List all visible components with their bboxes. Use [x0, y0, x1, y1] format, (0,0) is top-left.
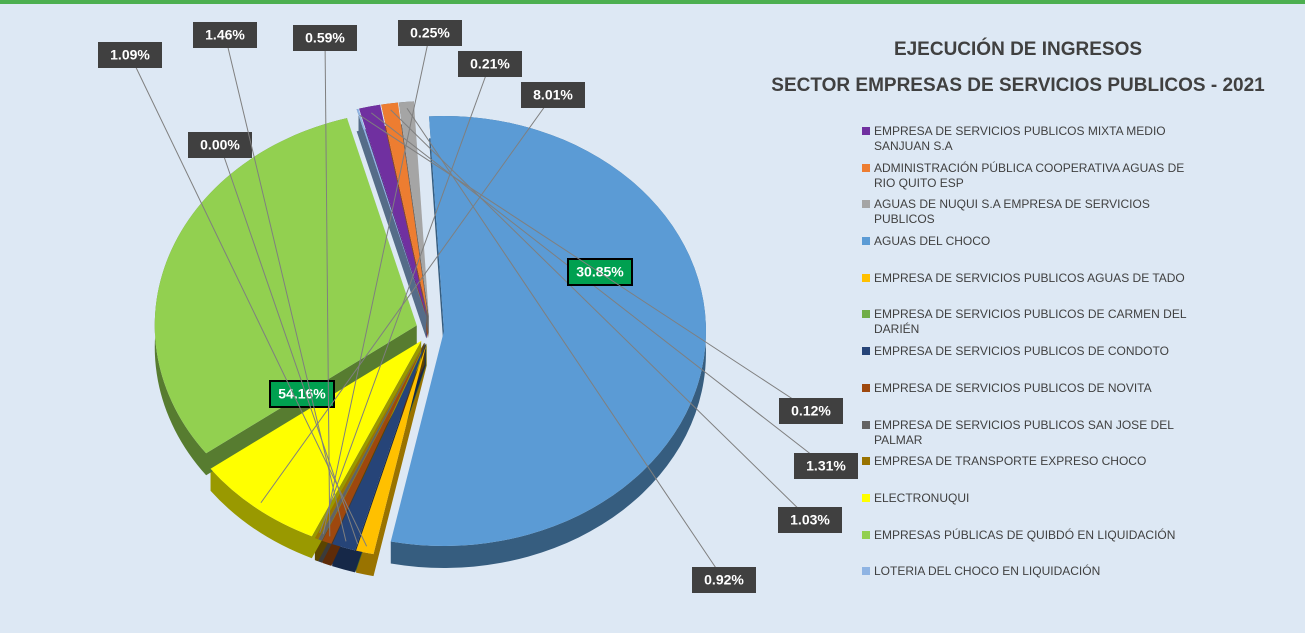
label-box — [778, 507, 842, 533]
data-label: 0.25% — [410, 25, 450, 41]
data-label: 0.59% — [305, 30, 345, 46]
label-box — [269, 380, 335, 408]
legend-item: EMPRESA DE SERVICIOS PUBLICOS SAN JOSE D… — [862, 418, 1202, 455]
leader-line — [260, 94, 554, 504]
legend-item: ADMINISTRACIÓN PÚBLICA COOPERATIVA AGUAS… — [862, 161, 1202, 198]
legend-label: EMPRESA DE SERVICIOS PUBLICOS DE CONDOTO — [874, 344, 1169, 359]
leader-line — [406, 107, 725, 581]
label-box — [188, 132, 252, 158]
legend-swatch — [862, 493, 870, 502]
data-label: 8.01% — [533, 87, 573, 103]
data-label: 30.85% — [576, 264, 624, 280]
data-label: 1.03% — [790, 512, 830, 528]
label-box — [458, 51, 522, 77]
legend-label: EMPRESAS PÚBLICAS DE QUIBDÓ EN LIQUIDACI… — [874, 527, 1176, 542]
data-label: 1.46% — [205, 27, 245, 43]
slice-tops — [154, 101, 706, 555]
slice-side — [356, 343, 427, 577]
slice — [381, 102, 428, 317]
slice — [359, 104, 427, 317]
legend-item: EMPRESA DE SERVICIOS PUBLICOS MIXTA MEDI… — [862, 124, 1202, 161]
slice — [390, 116, 706, 547]
legend-label: ADMINISTRACIÓN PÚBLICA COOPERATIVA AGUAS… — [874, 160, 1185, 190]
legend-swatch — [862, 273, 870, 282]
legend-item: LOTERIA DEL CHOCO EN LIQUIDACIÓN — [862, 564, 1202, 601]
legend-item: AGUAS DE NUQUI S.A EMPRESA DE SERVICIOS … — [862, 197, 1202, 234]
legend-swatch — [862, 200, 870, 209]
legend-swatch — [862, 347, 870, 356]
legend-label: LOTERIA DEL CHOCO EN LIQUIDACIÓN — [874, 564, 1101, 579]
legend-swatch — [862, 310, 870, 319]
slice — [318, 342, 425, 541]
legend-swatch — [862, 457, 870, 466]
slice — [210, 340, 422, 537]
leader-line — [319, 63, 491, 534]
legend-swatch — [862, 530, 870, 539]
legend-label: EMPRESA DE SERVICIOS PUBLICOS DE CARMEN … — [874, 307, 1187, 337]
label-box — [193, 22, 257, 48]
leader-line — [322, 32, 431, 535]
data-label: 54.16% — [278, 386, 326, 402]
legend-swatch — [862, 127, 870, 135]
legend: EMPRESA DE SERVICIOS PUBLICOS MIXTA MEDI… — [862, 124, 1202, 601]
legend-item: EMPRESA DE TRANSPORTE EXPRESO CHOCO — [862, 454, 1202, 491]
legend-item: AGUAS DEL CHOCO — [862, 234, 1202, 271]
data-label: 1.31% — [806, 458, 846, 474]
chart-subtitle: SECTOR EMPRESAS DE SERVICIOS PUBLICOS - … — [771, 75, 1265, 96]
legend-label: ELECTRONUQUI — [874, 490, 970, 505]
data-label: 0.92% — [704, 572, 744, 588]
leader-line — [390, 109, 811, 521]
label-box — [567, 258, 633, 286]
data-label: 1.09% — [110, 47, 150, 63]
legend-swatch — [862, 420, 870, 429]
label-box — [794, 453, 858, 479]
legend-item: EMPRESA DE SERVICIOS PUBLICOS DE CARMEN … — [862, 307, 1202, 344]
slice-side — [356, 108, 427, 339]
slice — [314, 342, 425, 540]
legend-item: EMPRESA DE SERVICIOS PUBLICOS DE CONDOTO — [862, 344, 1202, 381]
legend-swatch — [862, 383, 870, 392]
label-box — [293, 25, 357, 51]
label-box — [98, 42, 162, 68]
slice — [398, 101, 429, 317]
leader-line — [371, 112, 827, 467]
legend-label: AGUAS DE NUQUI S.A EMPRESA DE SERVICIOS … — [874, 197, 1150, 227]
legend-item: EMPRESA DE SERVICIOS PUBLICOS AGUAS DE T… — [862, 271, 1202, 308]
legend-label: AGUAS DEL CHOCO — [874, 234, 991, 249]
leader-line — [224, 34, 347, 542]
legend-swatch — [862, 567, 870, 576]
legend-swatch — [862, 163, 870, 172]
slice — [322, 342, 425, 544]
label-box — [779, 398, 843, 424]
legend-label: EMPRESA DE TRANSPORTE EXPRESO CHOCO — [874, 454, 1147, 469]
slice — [332, 343, 426, 551]
data-label: 0.00% — [200, 137, 240, 153]
legend-item: EMPRESAS PÚBLICAS DE QUIBDÓ EN LIQUIDACI… — [862, 528, 1202, 565]
label-box — [521, 82, 585, 108]
legend-item: ELECTRONUQUI — [862, 491, 1202, 528]
leader-line — [359, 114, 812, 412]
legend-item: EMPRESA DE SERVICIOS PUBLICOS DE NOVITA — [862, 381, 1202, 418]
legend-swatch — [862, 237, 870, 246]
label-box — [692, 567, 756, 593]
chart-title: EJECUCIÓN DE INGRESOS — [894, 38, 1142, 60]
slice — [356, 343, 427, 555]
label-box — [398, 20, 462, 46]
leader-line — [324, 37, 331, 537]
legend-label: EMPRESA DE SERVICIOS PUBLICOS MIXTA MEDI… — [874, 124, 1166, 153]
legend-label: EMPRESA DE SERVICIOS PUBLICOS DE NOVITA — [874, 380, 1152, 395]
slice-side — [332, 343, 426, 573]
legend-label: EMPRESA DE SERVICIOS PUBLICOS AGUAS DE T… — [874, 270, 1185, 285]
slice — [154, 118, 417, 454]
data-label: 0.12% — [791, 403, 831, 419]
top-stripe — [0, 0, 1305, 4]
data-label: 0.21% — [470, 56, 510, 72]
legend-label: EMPRESA DE SERVICIOS PUBLICOS SAN JOSE D… — [874, 417, 1174, 447]
